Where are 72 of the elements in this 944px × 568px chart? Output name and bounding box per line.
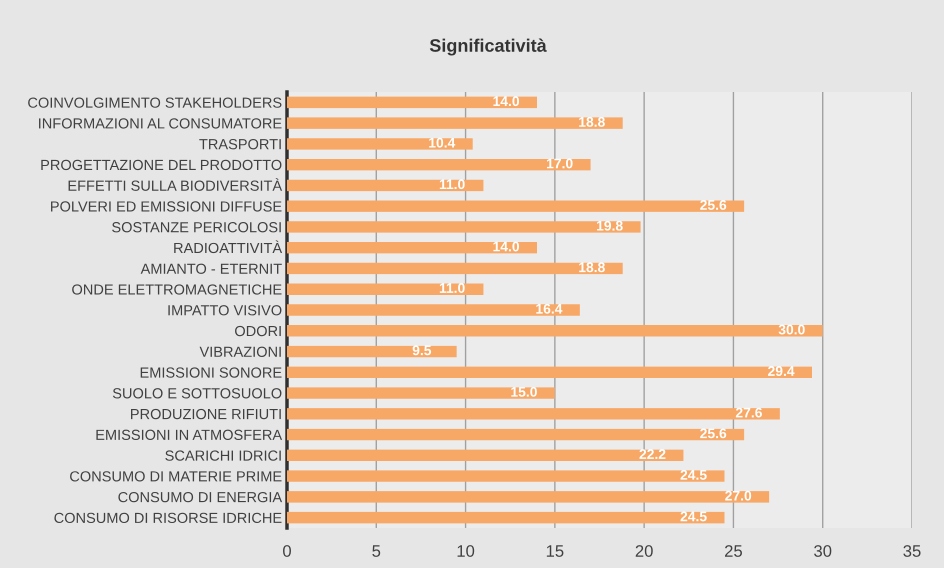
x-tick-label: 20	[636, 545, 653, 557]
bar	[287, 428, 744, 440]
y-tick-label: VIBRAZIONI	[200, 346, 281, 357]
data-label: 9.5	[412, 345, 432, 356]
y-tick-label: SUOLO E SOTTOSUOLO	[112, 388, 282, 398]
x-tick-label: 30	[814, 545, 832, 557]
data-label: 18.8	[579, 117, 605, 127]
x-tick-label: 10	[458, 545, 474, 557]
data-label: 25.6	[700, 428, 726, 438]
y-tick-label: PRODUZIONE RIFIUTI	[131, 408, 281, 420]
y-tick-label: PROGETTAZIONE DEL PRODOTTO	[41, 160, 282, 170]
bar	[287, 221, 641, 233]
bar	[287, 138, 473, 150]
bar	[287, 387, 555, 399]
chart-title: Significatività	[430, 38, 547, 56]
y-tick-label: SOSTANZE PERICOLOSI	[112, 222, 281, 232]
y-tick-label: COINVOLGIMENTO STAKEHOLDERS	[28, 97, 282, 108]
bar	[287, 491, 770, 503]
y-tick-label: RADIOATTIVITÀ	[174, 240, 282, 254]
data-label: 30.0	[778, 324, 805, 335]
bar	[287, 408, 780, 420]
bar	[287, 242, 537, 254]
bar	[287, 180, 484, 192]
data-label: 19.8	[597, 220, 623, 231]
data-label: 11.0	[440, 283, 465, 293]
data-label: 18.8	[579, 262, 605, 272]
x-tick-label: 25	[725, 545, 742, 557]
x-tick-label: 35	[903, 545, 921, 557]
bar	[287, 346, 457, 358]
data-label: 16.4	[536, 304, 562, 314]
y-tick-label: ONDE ELETTROMAGNETICHE	[72, 284, 282, 295]
bar	[287, 325, 823, 336]
data-label: 11.0	[440, 179, 465, 190]
x-tick-label: 15	[546, 545, 564, 557]
data-label: 29.4	[768, 366, 795, 376]
data-label: 22.2	[639, 449, 666, 459]
y-tick-label: EMISSIONI IN ATMOSFERA	[96, 430, 282, 440]
y-tick-label: POLVERI ED EMISSIONI DIFFUSE	[51, 201, 282, 212]
y-tick-label: EMISSIONI SONORE	[140, 367, 282, 378]
bar	[287, 117, 623, 129]
data-label: 15.0	[511, 386, 537, 397]
data-label: 14.0	[493, 242, 520, 252]
y-tick-label: IMPATTO VISIVO	[168, 305, 282, 316]
y-tick-label: ODORI	[235, 326, 281, 336]
data-label: 25.6	[700, 200, 726, 210]
bar	[287, 200, 744, 212]
bar	[287, 304, 580, 316]
bar	[287, 470, 724, 482]
bar	[287, 96, 537, 108]
data-label: 14.0	[493, 96, 520, 106]
bar	[287, 158, 591, 170]
bar	[287, 450, 684, 462]
y-tick-label: AMIANTO - ETERNIT	[140, 264, 282, 274]
y-tick-label: INFORMAZIONI AL CONSUMATORE	[39, 118, 282, 129]
bar	[287, 284, 484, 295]
x-tick-label: 0	[283, 545, 291, 557]
bar	[287, 512, 724, 524]
y-tick-label: CONSUMO DI MATERIE PRIME	[70, 471, 282, 482]
data-label: 27.6	[736, 408, 762, 418]
bar	[287, 366, 812, 378]
y-tick-label: TRASPORTI	[199, 139, 281, 150]
y-tick-label: SCARICHI IDRICI	[165, 450, 281, 461]
data-label: 24.5	[680, 470, 707, 480]
y-tick-label: EFFETTI SULLA BIODIVERSITÀ	[68, 178, 282, 191]
data-label: 24.5	[680, 512, 707, 522]
data-label: 17.0	[547, 158, 573, 168]
data-label: 10.4	[429, 138, 456, 148]
y-tick-label: CONSUMO DI RISORSE IDRICHE	[54, 512, 282, 524]
data-label: 27.0	[725, 490, 752, 501]
x-tick-label: 5	[372, 545, 380, 557]
bar	[287, 262, 623, 274]
y-tick-label: CONSUMO DI ENERGIA	[118, 492, 282, 502]
